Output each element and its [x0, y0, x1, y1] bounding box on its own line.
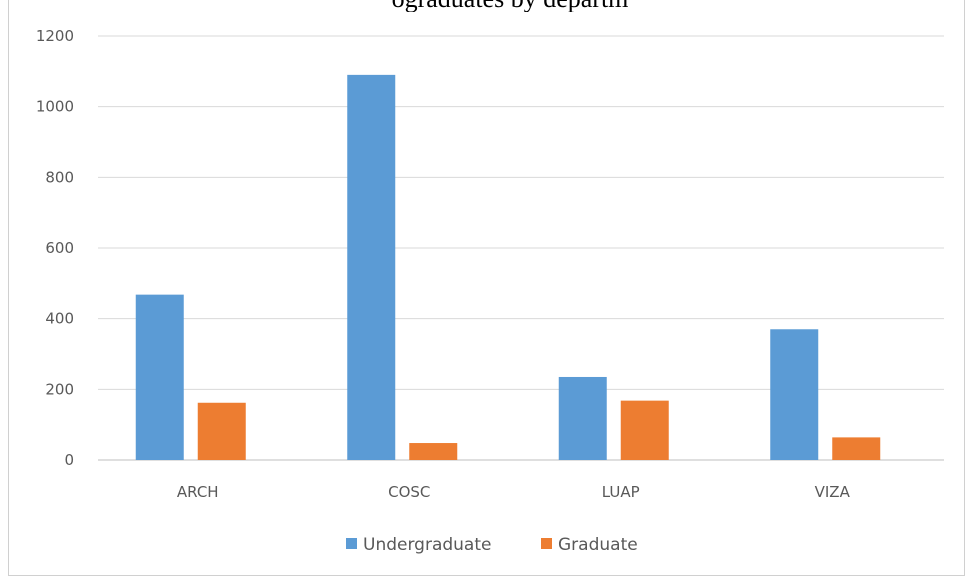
chart-title: ograduates by departm — [160, 0, 860, 12]
y-tick-label: 1000 — [36, 98, 74, 116]
y-tick-label: 400 — [45, 310, 74, 328]
y-tick-label: 600 — [45, 239, 74, 257]
y-tick-label: 800 — [45, 168, 74, 186]
x-category-label: COSC — [388, 483, 430, 501]
bar-graduate-cosc — [409, 443, 458, 460]
bar-undergraduate-cosc — [347, 74, 396, 460]
legend-label-graduate: Graduate — [558, 535, 638, 555]
legend: Undergraduate Graduate — [346, 535, 638, 555]
x-axis-categories: ARCH COSC LUAP VIZA — [177, 483, 851, 501]
y-tick-label: 1200 — [36, 27, 74, 45]
chart-frame — [8, 0, 965, 576]
legend-swatch-undergraduate — [346, 538, 357, 549]
legend-label-undergraduate: Undergraduate — [363, 535, 491, 555]
x-category-label: LUAP — [602, 483, 640, 501]
y-axis-ticks: 0 200 400 600 800 1000 1200 — [36, 27, 74, 469]
bar-undergraduate-viza — [770, 329, 819, 460]
bar-undergraduate-arch — [135, 294, 184, 460]
bar-graduate-arch — [197, 402, 246, 460]
bar-undergraduate-luap — [558, 376, 607, 460]
bar-graduate-viza — [832, 437, 881, 460]
legend-swatch-graduate — [541, 538, 552, 549]
bars — [135, 74, 881, 460]
bar-graduate-luap — [620, 400, 669, 460]
x-category-label: VIZA — [815, 483, 851, 501]
y-tick-label: 0 — [64, 451, 74, 469]
x-category-label: ARCH — [177, 483, 219, 501]
y-tick-label: 200 — [45, 380, 74, 398]
